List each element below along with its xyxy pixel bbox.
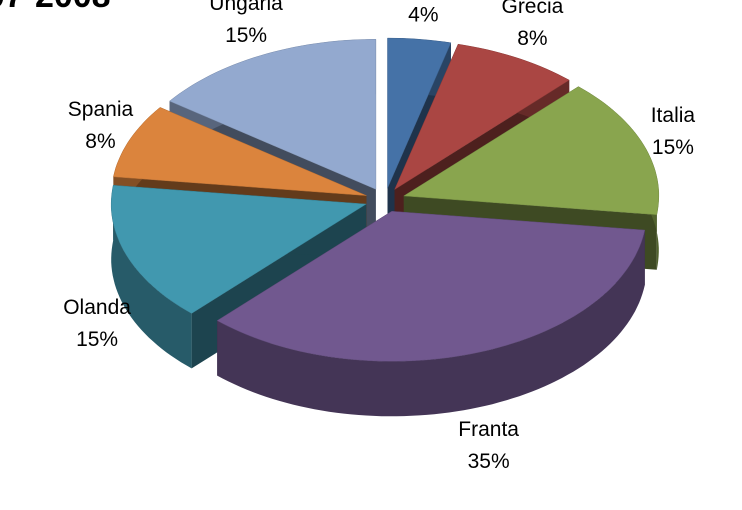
slice-label: Spania (68, 98, 134, 121)
slice-label: Grecia (501, 0, 563, 18)
chart-title: 2007-2008 (0, 0, 111, 15)
slice (403, 86, 660, 215)
slice (394, 43, 570, 191)
slice-label: Franta (458, 418, 519, 441)
slice-wall (217, 230, 645, 417)
slice (216, 211, 646, 362)
slice-label: Olanda (63, 296, 131, 319)
slice-value-label: 15% (225, 24, 267, 47)
slice-value-label: 15% (652, 136, 694, 159)
slice-value-label: 15% (76, 328, 118, 351)
slice (110, 185, 367, 314)
slice-label: Italia (651, 104, 696, 127)
slice-value-label: 8% (85, 130, 115, 153)
slice (387, 37, 452, 189)
slice-label: Ungaria (209, 0, 283, 15)
slice (113, 107, 367, 196)
slice-value-label: 4% (408, 4, 438, 27)
slice-value-label: 35% (468, 450, 510, 473)
slice-value-label: 8% (517, 27, 547, 50)
slice-wall (111, 185, 192, 369)
slice (169, 39, 377, 190)
